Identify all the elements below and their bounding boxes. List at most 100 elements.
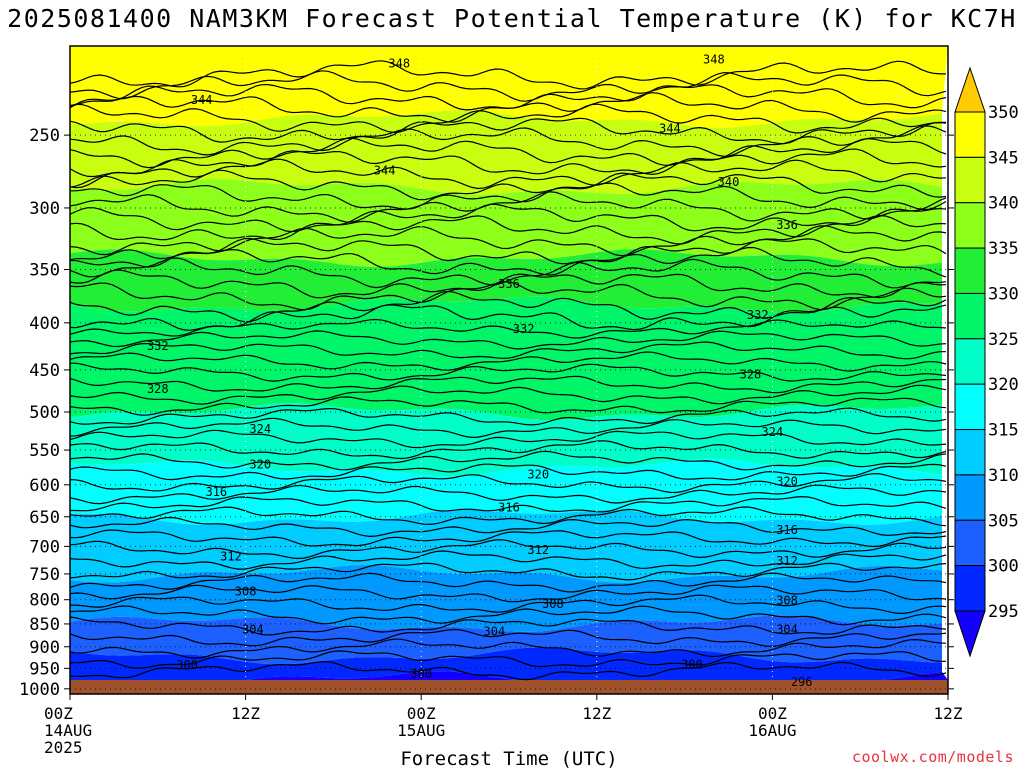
colorbar-label: 310 — [988, 466, 1019, 486]
contour-label: 312 — [776, 554, 798, 568]
contour-line — [69, 191, 947, 223]
contour-line — [69, 572, 947, 593]
contour-line — [69, 330, 947, 350]
x-tick-label: 00Z — [758, 704, 787, 723]
contour-label: 308 — [235, 585, 257, 599]
contour-label: 300 — [681, 658, 703, 672]
y-tick-label: 350 — [29, 261, 60, 281]
contour-label: 320 — [249, 457, 271, 471]
colorbar-swatch — [954, 247, 986, 294]
colorbar-label: 340 — [988, 194, 1019, 214]
contour-label: 300 — [410, 667, 432, 681]
colorbar-label: 335 — [988, 239, 1019, 259]
contour-line — [69, 463, 947, 481]
band-240-285 — [70, 110, 942, 195]
contour-line — [69, 650, 947, 669]
y-tick-label: 250 — [29, 126, 60, 146]
colorbar-swatch — [954, 519, 986, 567]
contour-line — [69, 375, 947, 394]
colorbar-label: 320 — [988, 375, 1019, 395]
x-tick-label: 00Z — [407, 704, 436, 723]
contour-line — [69, 529, 947, 548]
contour-line — [69, 269, 947, 299]
colorbar-label: 325 — [988, 330, 1019, 350]
contour-line — [69, 661, 947, 681]
contour-line — [69, 638, 947, 659]
colorbar-swatch — [954, 383, 986, 431]
x-tick-label: 15AUG — [397, 721, 445, 740]
colorbar-label: 305 — [988, 511, 1019, 531]
contour-line — [69, 137, 947, 169]
y-tick-label: 750 — [29, 565, 60, 585]
contour-line — [69, 341, 946, 360]
contour-line — [69, 616, 947, 636]
contour-line — [69, 539, 947, 560]
contour-line — [69, 281, 947, 311]
contour-label: 304 — [242, 623, 264, 637]
contour-line — [69, 472, 947, 494]
colorbar-label: 345 — [988, 148, 1019, 168]
contour-line — [69, 237, 947, 265]
contour-label: 304 — [484, 624, 506, 638]
contour-label: 320 — [527, 468, 549, 482]
contour-line — [69, 351, 947, 372]
contour-label: 344 — [191, 93, 213, 107]
contour-label: 316 — [498, 500, 520, 514]
x-tick-label: 00Z — [44, 704, 73, 723]
y-tick-label: 450 — [29, 361, 60, 381]
colorbar-swatch — [954, 111, 986, 158]
contour-line — [69, 70, 947, 102]
contour-label: 336 — [776, 218, 798, 232]
contour-label: 320 — [776, 474, 798, 488]
contour-line — [69, 92, 947, 123]
y-tick-label: 800 — [29, 591, 60, 611]
contour-line — [69, 550, 947, 570]
contour-label: 296 — [791, 675, 813, 689]
contour-line — [69, 450, 947, 471]
contour-line — [70, 182, 947, 211]
contour-label: 308 — [776, 594, 798, 608]
contour-label: 328 — [147, 382, 169, 396]
colorbar-label: 315 — [988, 421, 1019, 441]
credit-link[interactable]: coolwx.com/models — [851, 748, 1014, 766]
colorbar-label: 330 — [988, 284, 1019, 304]
x-axis-label: Forecast Time (UTC) — [400, 748, 617, 768]
x-tick-label: 12Z — [582, 704, 611, 723]
contour-label: 300 — [176, 658, 198, 672]
contour-line — [69, 60, 946, 90]
contour-line — [69, 628, 947, 648]
contour-line — [69, 103, 947, 134]
y-tick-label: 600 — [29, 476, 60, 496]
contour-line — [69, 484, 947, 505]
colorbar-under-arrow — [954, 610, 986, 658]
y-tick-label: 700 — [29, 537, 60, 557]
y-tick-label: 650 — [29, 508, 60, 528]
contour-label: 344 — [659, 122, 681, 136]
contour-label: 324 — [249, 422, 271, 436]
contour-label: 316 — [205, 485, 227, 499]
ground-strip — [70, 680, 948, 694]
colorbar-swatch — [954, 474, 986, 521]
contour-line — [69, 516, 947, 538]
contour-line — [69, 506, 947, 527]
contour-label: 332 — [747, 308, 769, 322]
contour-label: 348 — [388, 57, 410, 71]
contour-label: 344 — [374, 163, 396, 177]
colorbar-over-arrow — [954, 66, 986, 113]
band-850-920 — [70, 615, 942, 665]
contour-label: 332 — [147, 339, 169, 353]
colorbar-label: 300 — [988, 557, 1019, 577]
contour-line — [70, 495, 947, 513]
contour-line — [69, 148, 947, 178]
contour-label: 340 — [718, 175, 740, 189]
contour-line — [69, 384, 947, 405]
y-tick-label: 550 — [29, 441, 60, 461]
colorbar-swatch — [954, 156, 986, 204]
contour-line — [69, 417, 947, 439]
band-575-650 — [70, 458, 942, 525]
contour-label: 308 — [542, 597, 564, 611]
y-tick-label: 300 — [29, 199, 60, 219]
contour-line — [69, 125, 947, 158]
contour-line — [69, 246, 947, 278]
